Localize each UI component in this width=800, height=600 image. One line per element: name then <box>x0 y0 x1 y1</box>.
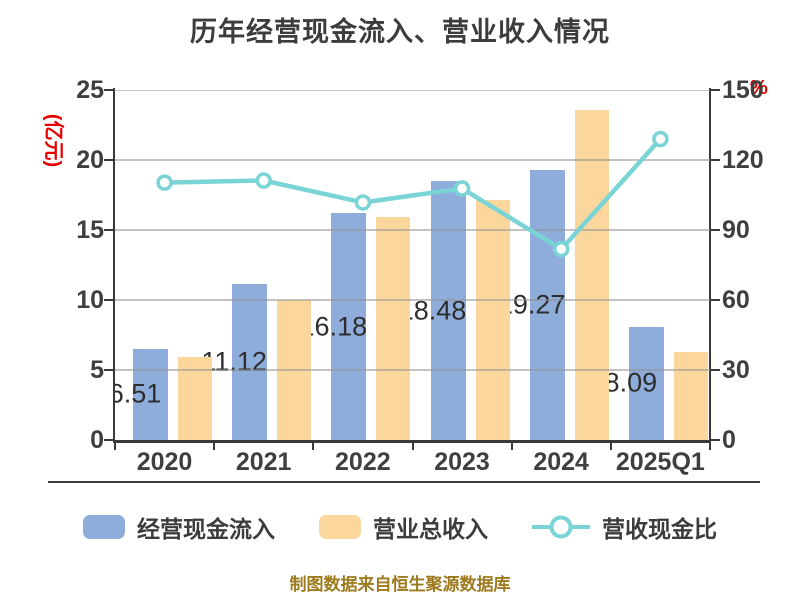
x-tick-label-2025Q1: 2025Q1 <box>615 448 705 476</box>
y-tick-label-right-60: 60 <box>722 286 750 314</box>
y-tick-label-right-150: 150 <box>722 76 764 104</box>
x-tick-label-2020: 2020 <box>136 448 193 476</box>
bar-cash-inflow-2020 <box>133 348 168 440</box>
bar-total-revenue-2022 <box>376 217 411 440</box>
y-axis-right-line <box>709 88 711 442</box>
gridline-20 <box>115 159 710 161</box>
bar-cash-inflow-2022 <box>331 213 367 440</box>
gridline-5 <box>115 369 710 371</box>
y-tick-mark-right-150 <box>711 89 720 91</box>
y-tick-label-right-90: 90 <box>722 216 750 244</box>
gridline-25 <box>115 90 710 91</box>
plot-area: 6.51 11.12 16.18 18.48 19.27 8.09 <box>115 90 710 440</box>
bar-cash-inflow-2025Q1 <box>628 326 664 440</box>
bar-value-label-2021: 11.12 <box>201 346 267 377</box>
y-tick-label-right-30: 30 <box>722 356 750 384</box>
gridline-15 <box>115 229 710 231</box>
ratio-marker-2023 <box>453 180 471 197</box>
divider-line <box>48 481 760 483</box>
x-tick-mark-1 <box>213 441 216 450</box>
legend-swatch-cash-inflow <box>83 515 125 539</box>
y-tick-label-left-20: 20 <box>76 146 104 174</box>
x-tick-label-2022: 2022 <box>335 448 391 476</box>
ratio-marker-2020 <box>156 174 173 191</box>
legend: 经营现金流入 营业总收入 营收现金比 <box>0 510 800 544</box>
gridline-10 <box>115 299 710 301</box>
ratio-marker-2021 <box>255 172 272 189</box>
right-axis-unit-label: % <box>750 77 768 99</box>
legend-item-total-revenue: 营业总收入 <box>319 510 488 544</box>
legend-item-cash-ratio: 营收现金比 <box>532 510 717 544</box>
chart-title: 历年经营现金流入、营业收入情况 <box>190 17 610 47</box>
y-tick-mark-right-90 <box>711 229 720 231</box>
y-tick-mark-left-15 <box>104 229 113 231</box>
y-tick-label-left-15: 15 <box>76 216 104 244</box>
y-tick-mark-left-5 <box>104 369 113 371</box>
y-tick-label-left-25: 25 <box>76 76 104 104</box>
legend-label-total-revenue: 营业总收入 <box>373 516 488 542</box>
ratio-marker-2024 <box>553 240 570 258</box>
y-tick-label-left-5: 5 <box>90 356 104 384</box>
y-tick-label-left-10: 10 <box>76 286 104 314</box>
y-tick-mark-left-10 <box>104 299 113 301</box>
x-tick-label-2021: 2021 <box>235 448 292 476</box>
x-tick-mark-3 <box>411 441 414 450</box>
y-tick-label-left-0: 0 <box>90 426 104 454</box>
bar-total-revenue-2025Q1 <box>673 352 708 440</box>
bar-value-label-2025Q1: 8.09 <box>604 367 658 398</box>
x-tick-mark-5 <box>609 441 612 450</box>
bar-total-revenue-2020 <box>178 357 212 440</box>
bar-total-revenue-2024 <box>574 110 609 440</box>
y-axis-left-line <box>113 88 115 442</box>
y-tick-mark-right-60 <box>711 299 720 301</box>
bar-cash-inflow-2024 <box>529 170 565 440</box>
y-tick-label-right-0: 0 <box>722 426 736 454</box>
legend-swatch-total-revenue <box>319 515 361 539</box>
bar-total-revenue-2023 <box>475 199 510 440</box>
legend-line-marker-icon <box>532 515 590 539</box>
y-tick-mark-right-30 <box>711 369 720 371</box>
bar-cash-inflow-2021 <box>232 284 268 440</box>
legend-item-cash-inflow: 经营现金流入 <box>83 510 275 544</box>
x-tick-mark-4 <box>510 441 513 450</box>
ratio-marker-2025Q1 <box>652 130 669 148</box>
y-tick-mark-right-120 <box>711 159 720 161</box>
x-tick-label-2024: 2024 <box>533 448 589 476</box>
x-tick-label-2023: 2023 <box>434 448 490 476</box>
legend-label-cash-ratio: 营收现金比 <box>602 516 717 542</box>
x-tick-mark-2 <box>312 441 315 450</box>
cash-ratio-line <box>156 130 669 258</box>
x-axis-line <box>113 440 711 443</box>
y-tick-mark-left-20 <box>104 159 113 161</box>
y-tick-label-right-120: 120 <box>722 146 764 174</box>
data-source-note: 制图数据来自恒生聚源数据库 <box>289 575 511 594</box>
bar-value-label-2020: 6.51 <box>115 378 162 409</box>
x-tick-mark-0 <box>114 441 116 450</box>
y-tick-mark-left-0 <box>104 439 113 441</box>
legend-label-cash-inflow: 经营现金流入 <box>137 516 275 542</box>
y-tick-mark-left-25 <box>104 89 113 91</box>
ratio-marker-2022 <box>354 194 372 211</box>
bar-cash-inflow-2023 <box>430 181 466 440</box>
x-tick-mark-6 <box>709 441 711 450</box>
y-tick-mark-right-0 <box>711 439 720 441</box>
